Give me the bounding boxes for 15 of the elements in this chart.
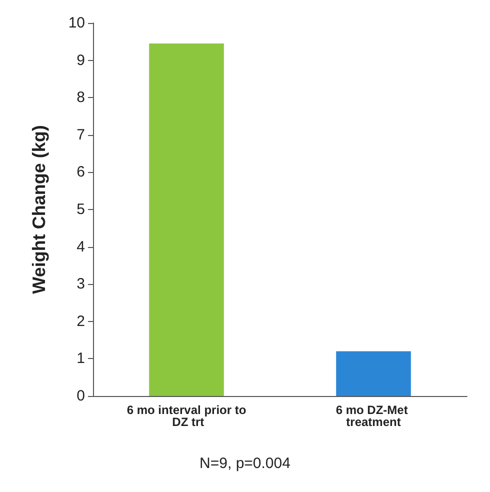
y-tick-label: 0: [76, 388, 85, 404]
y-tick-label: 5: [76, 201, 85, 218]
y-tick-label: 7: [76, 126, 85, 144]
text: N=9, p=0.004: [200, 455, 290, 472]
y-tick-label: 3: [76, 276, 85, 293]
y-tick-label: 1: [76, 350, 85, 368]
y-tick-label: 2: [76, 312, 85, 330]
x-tick-label: 6 mo interval prior to DZ trt: [126, 403, 246, 429]
y-tick-label: 6: [76, 164, 85, 181]
x-tick-label: 6 mo DZ-Met treatment: [336, 403, 412, 429]
y-tick-label: 4: [76, 238, 85, 256]
y-tick-label: 8: [76, 89, 85, 106]
y-tick-label: 9: [76, 52, 85, 69]
y-axis-title: Weight Change (kg): [29, 125, 49, 294]
y-tick-label: 10: [68, 14, 85, 32]
